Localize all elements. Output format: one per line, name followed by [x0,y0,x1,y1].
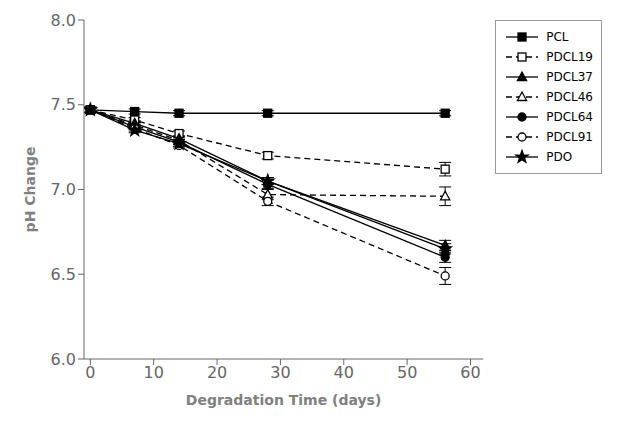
html-text:PDO: PDO [546,150,573,164]
svg-text:30: 30 [270,363,290,382]
svg-text:0: 0 [85,363,95,382]
svg-text:10: 10 [144,363,164,382]
svg-text:7.0: 7.0 [51,180,76,199]
svg-text:50: 50 [397,363,417,382]
svg-text:pH Change: pH Change [22,147,38,233]
html-text:PCL: PCL [546,30,569,44]
svg-text:8.0: 8.0 [51,11,76,30]
html-text:PDCL64: PDCL64 [546,110,593,124]
html-text:PDCL91: PDCL91 [546,130,593,144]
svg-text:20: 20 [207,363,227,382]
svg-text:7.5: 7.5 [51,95,76,114]
svg-text:60: 60 [460,363,480,382]
svg-text:Degradation Time (days): Degradation Time (days) [186,392,382,408]
html-text:PDCL46: PDCL46 [546,90,593,104]
html-text:PDCL37: PDCL37 [546,70,593,84]
svg-text:6.5: 6.5 [51,265,76,284]
svg-text:40: 40 [334,363,354,382]
html-text:PDCL19: PDCL19 [546,50,593,64]
svg-text:6.0: 6.0 [51,350,76,369]
